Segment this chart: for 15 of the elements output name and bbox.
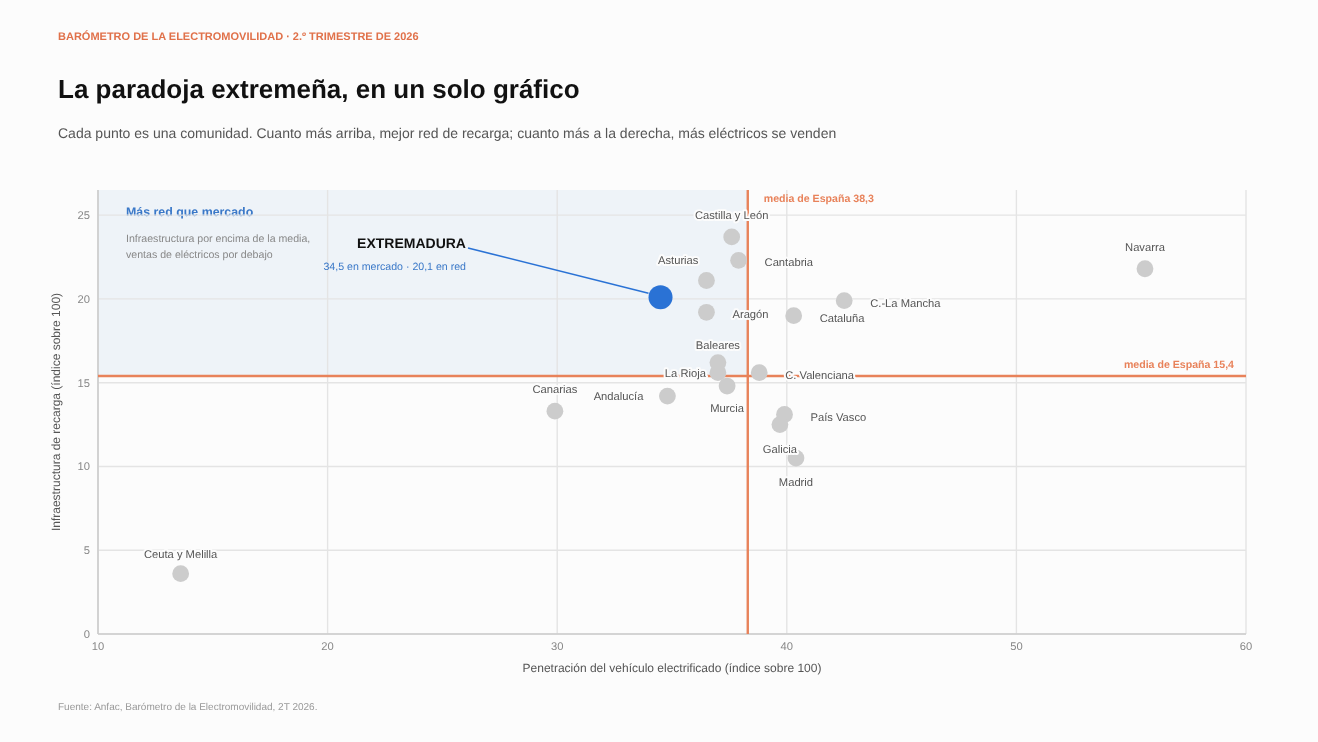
point bbox=[723, 228, 741, 246]
point bbox=[698, 272, 715, 289]
point bbox=[172, 565, 190, 583]
point bbox=[1136, 260, 1154, 278]
point bbox=[835, 292, 853, 309]
chart-title: La paradoja extremeña, en un solo gráfico bbox=[58, 74, 580, 104]
point bbox=[648, 285, 673, 310]
point bbox=[546, 402, 564, 420]
point bbox=[659, 387, 676, 405]
point bbox=[771, 416, 789, 433]
point bbox=[718, 377, 736, 395]
point bbox=[750, 364, 768, 382]
point bbox=[730, 251, 747, 269]
point bbox=[785, 307, 803, 325]
point bbox=[698, 303, 715, 321]
